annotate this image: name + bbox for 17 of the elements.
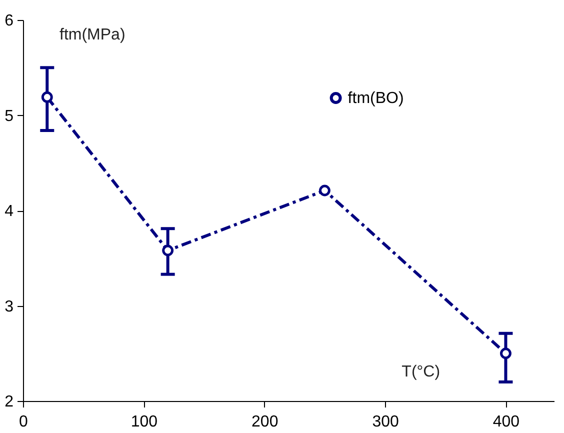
y-tick-label: 3 — [4, 298, 14, 316]
x-tick-label: 100 — [130, 414, 158, 430]
x-tick-label: 200 — [252, 414, 278, 430]
point — [162, 244, 174, 256]
point — [318, 184, 330, 196]
x-tick-label: 400 — [492, 414, 520, 430]
point — [41, 91, 53, 103]
y-tick-label: 4 — [4, 203, 14, 220]
legend-label: ftm(BO) — [348, 90, 404, 107]
y-tick-label: 2 — [4, 394, 14, 410]
x-tick-label: 0 — [19, 414, 28, 430]
x-axis-title: T(°C) — [402, 364, 440, 380]
y-tick-label: 5 — [4, 108, 14, 125]
y-axis-title: ftm(MPa) — [60, 26, 126, 44]
y-tick-label: 6 — [4, 12, 14, 30]
point — [500, 348, 512, 360]
x-tick-label: 300 — [372, 414, 399, 430]
